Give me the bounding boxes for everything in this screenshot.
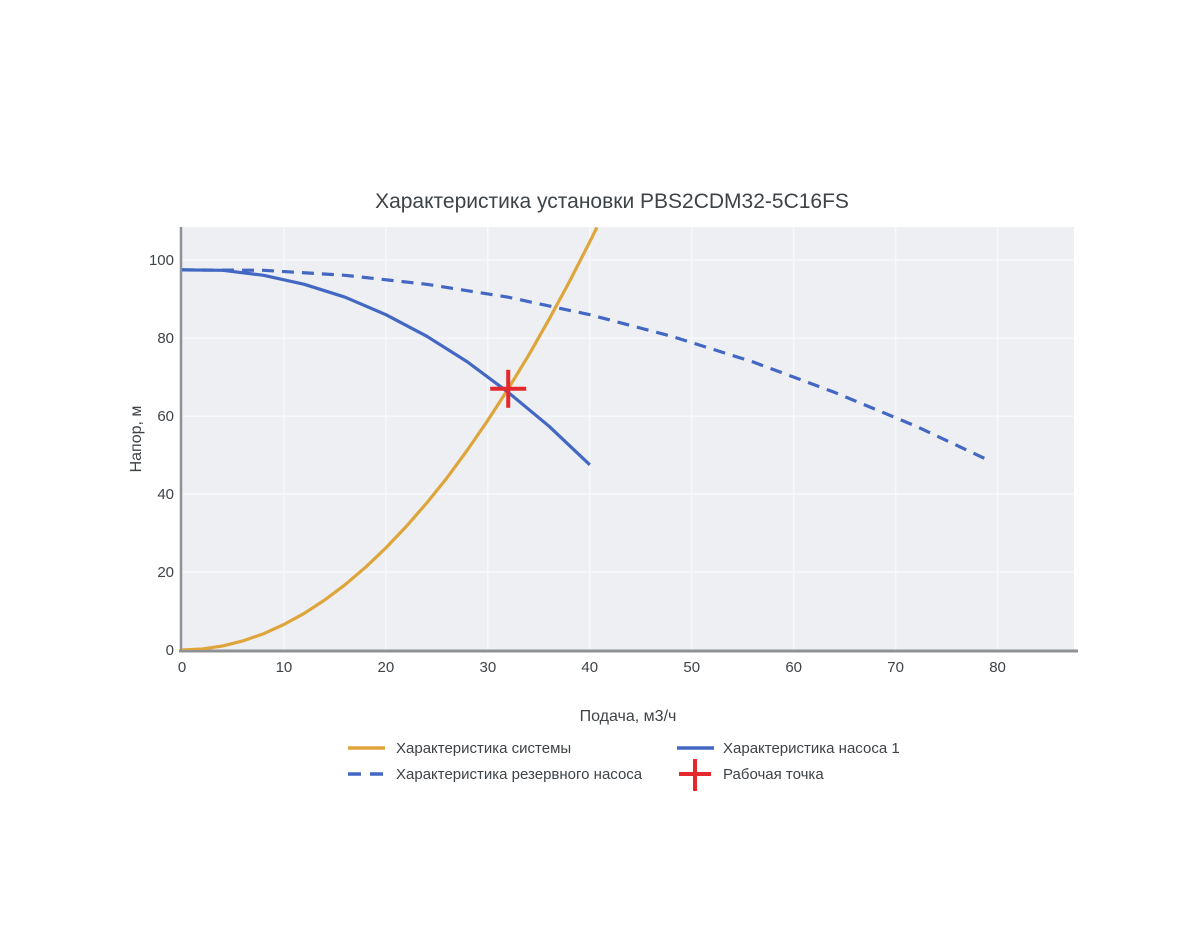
x-tick-label: 40 (581, 659, 598, 676)
legend-label-system-curve: Характеристика системы (396, 740, 571, 757)
y-tick-label: 100 (149, 252, 174, 269)
series-curve[interactable] (182, 268, 591, 466)
plot-area[interactable] (182, 227, 1074, 650)
y-tick-labels: 0 20 40 60 80 100 (149, 252, 174, 659)
x-tick-label: 60 (785, 659, 802, 676)
x-tick-labels: 0 10 20 30 40 50 60 70 80 (178, 659, 1006, 676)
legend-item-backup-pump-curve[interactable]: Характеристика резервного насоса (348, 766, 643, 783)
x-axis-label: Подача, м3/ч (580, 708, 677, 725)
x-tick-label: 0 (178, 659, 186, 676)
x-tick-label: 80 (989, 659, 1006, 676)
y-tick-label: 60 (157, 408, 174, 425)
x-tick-label: 70 (887, 659, 904, 676)
legend-item-system-curve[interactable]: Характеристика системы (348, 740, 571, 757)
x-tick-label: 30 (479, 659, 496, 676)
series-curve[interactable] (182, 268, 988, 462)
gridlines (182, 227, 1074, 650)
chart-title: Характеристика установки PBS2CDM32-5C16F… (375, 190, 849, 213)
series-curve[interactable] (182, 227, 599, 650)
legend-label-pump-1-curve: Характеристика насоса 1 (723, 740, 900, 757)
legend-label-backup-pump-curve: Характеристика резервного насоса (396, 766, 643, 783)
y-tick-label: 40 (157, 486, 174, 503)
series-curves (182, 227, 988, 650)
y-axis-label: Напор, м (128, 406, 145, 473)
legend-label-working-point: Рабочая точка (723, 766, 824, 783)
legend-item-working-point[interactable]: Рабочая точка (679, 759, 824, 791)
x-tick-label: 10 (276, 659, 293, 676)
x-tick-label: 20 (378, 659, 395, 676)
legend-item-pump-1-curve[interactable]: Характеристика насоса 1 (677, 740, 900, 757)
y-tick-label: 20 (157, 564, 174, 581)
x-tick-label: 50 (683, 659, 700, 676)
legend: Характеристика системы Характеристика на… (348, 740, 900, 791)
y-tick-label: 0 (166, 642, 174, 659)
y-tick-label: 80 (157, 330, 174, 347)
